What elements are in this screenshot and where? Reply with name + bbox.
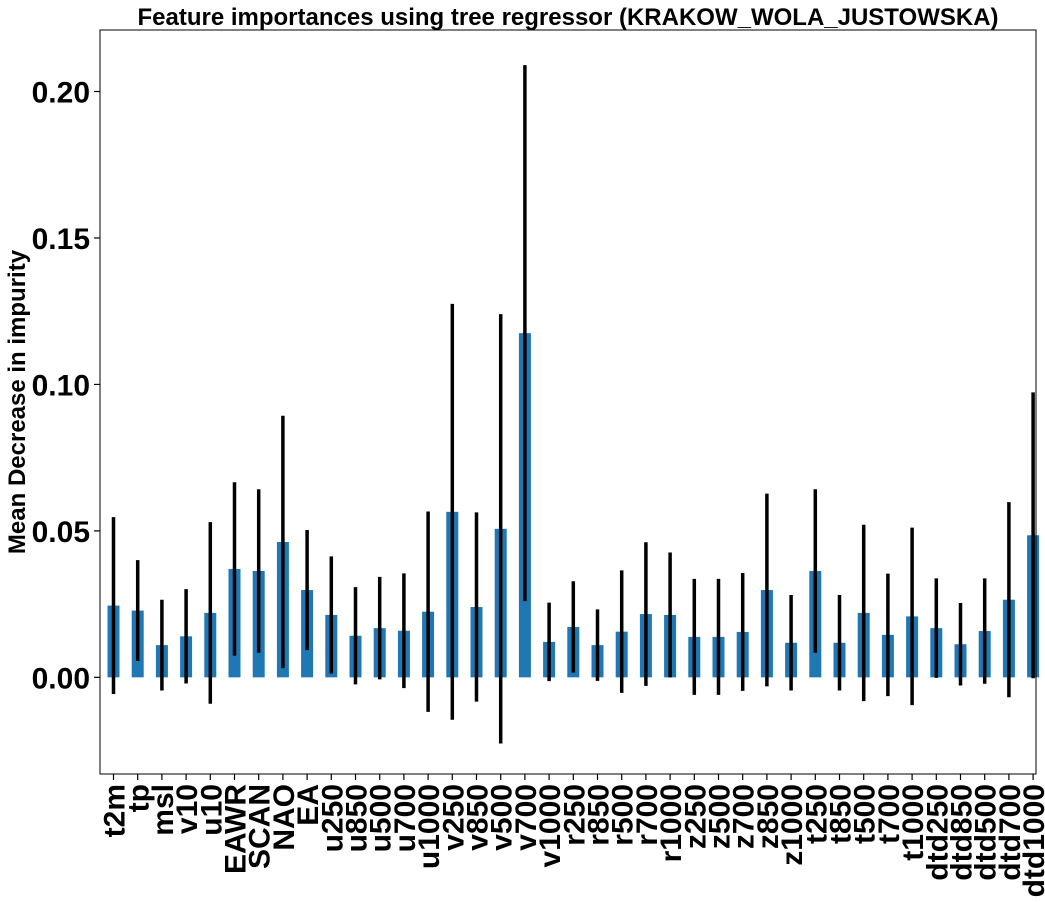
y-tick-label: 0.00 <box>32 662 90 695</box>
x-tick-label: u700 <box>389 784 422 852</box>
x-tick-label: dtd700 <box>994 784 1027 881</box>
x-tick-label: dtd1000 <box>1018 784 1045 897</box>
x-tick-label: t2m <box>99 784 132 837</box>
x-tick-label: msl <box>147 784 180 836</box>
x-tick-label: r700 <box>631 784 664 846</box>
bars-group <box>107 333 1040 678</box>
error-bars-group <box>111 65 1035 744</box>
x-tick-label: u1000 <box>413 784 446 869</box>
x-tick-label: NAO <box>268 784 301 851</box>
x-tick-label: SCAN <box>244 784 277 869</box>
x-tick-label: t850 <box>825 784 858 844</box>
y-tick-label: 0.05 <box>32 516 90 549</box>
x-tick-label: u10 <box>195 784 228 836</box>
y-tick-label: 0.15 <box>32 223 90 256</box>
x-tick-label: t1000 <box>897 784 930 861</box>
x-tick-label: z500 <box>704 784 737 849</box>
x-tick-label: r250 <box>558 784 591 846</box>
x-tick-label: z700 <box>728 784 761 849</box>
y-tick-label: 0.20 <box>32 77 90 110</box>
x-tick-label: dtd500 <box>970 784 1003 881</box>
x-tick-label: z1000 <box>776 784 809 866</box>
x-tick-label: dtd850 <box>946 784 979 881</box>
x-axis-ticks: t2mtpmslv10u10EAWRSCANNAOEAu250u850u500u… <box>99 774 1045 897</box>
y-axis-ticks: 0.00 0.05 0.10 0.15 0.20 <box>32 77 100 695</box>
x-tick-label: z250 <box>679 784 712 849</box>
x-tick-label: v700 <box>510 784 543 851</box>
x-tick-label: v500 <box>486 784 519 851</box>
plot-frame <box>99 29 1037 775</box>
x-tick-label: r850 <box>583 784 616 846</box>
x-tick-label: z850 <box>752 784 785 849</box>
x-tick-label: EA <box>292 784 325 826</box>
x-tick-label: t500 <box>849 784 882 844</box>
x-tick-label: u500 <box>365 784 398 852</box>
y-tick-label: 0.10 <box>32 369 90 402</box>
x-tick-label: v10 <box>171 784 204 834</box>
y-axis-label: Mean Decrease in impurity <box>4 249 31 554</box>
x-tick-label: r1000 <box>655 784 688 862</box>
x-tick-label: t700 <box>873 784 906 844</box>
x-tick-label: v250 <box>437 784 470 851</box>
x-tick-label: tp <box>123 784 156 812</box>
x-tick-label: v850 <box>462 784 495 851</box>
x-tick-label: v1000 <box>534 784 567 867</box>
x-tick-label: r500 <box>607 784 640 846</box>
x-tick-label: t250 <box>800 784 833 844</box>
x-tick-label: u250 <box>316 784 349 852</box>
x-tick-label: EAWR <box>220 784 253 874</box>
chart-title: Feature importances using tree regressor… <box>137 4 999 31</box>
x-tick-label: u850 <box>341 784 374 852</box>
x-tick-label: dtd250 <box>921 784 954 881</box>
